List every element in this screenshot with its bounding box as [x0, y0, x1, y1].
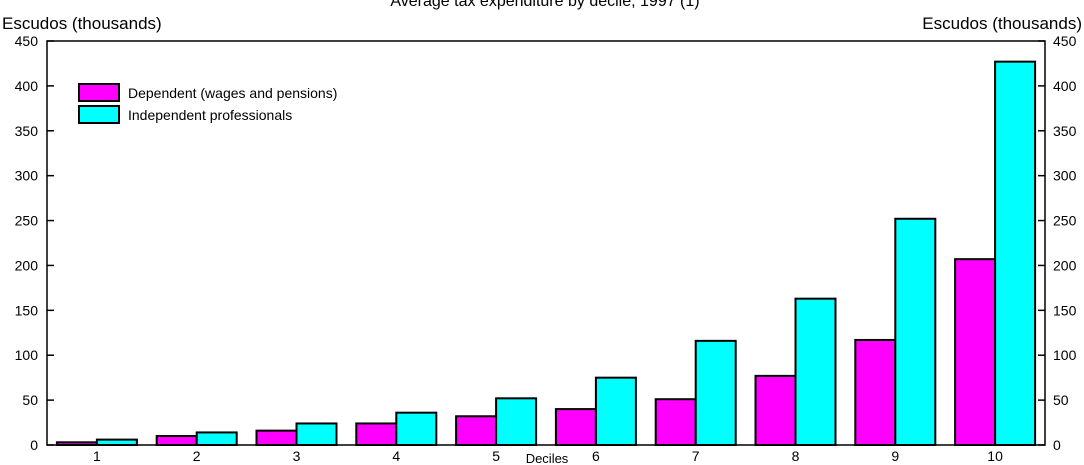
y-tick-label-right: 350 [1053, 123, 1077, 139]
x-axis-ticks: 1 2 3 4 5 6 7 8 9 10 [93, 448, 1003, 464]
bar-independent-decile-3 [295, 422, 338, 447]
bar-independent-decile-8 [794, 297, 837, 447]
bar-independent-decile-5 [495, 397, 538, 446]
y-tick-label-right: 250 [1053, 213, 1077, 229]
legend-swatch-dependent [78, 83, 120, 102]
bar-independent-decile-7 [694, 339, 737, 447]
y-tick-label-right: 300 [1053, 168, 1077, 184]
bar-independent-decile-9 [894, 217, 937, 446]
y-tick-label-right: 450 [1053, 33, 1077, 49]
y-tick-label-left: 150 [15, 302, 39, 318]
x-tick-label: 2 [193, 448, 201, 464]
y-axis-ticks: 0 0 50 50 100 100 150 150 200 200 250 250 300 300 350 3… [15, 33, 1077, 453]
x-tick-label: 6 [592, 448, 600, 464]
bar-independent-decile-2 [195, 431, 238, 447]
x-tick-label: 4 [392, 448, 400, 464]
y-tick-label-left: 50 [22, 392, 38, 408]
bar-dependent-decile-9 [854, 338, 897, 446]
y-tick-label-left: 350 [15, 123, 39, 139]
y-tick-label-left: 450 [15, 33, 39, 49]
y-tick-label-left: 200 [15, 257, 39, 273]
y-tick-label-right: 50 [1053, 392, 1069, 408]
x-axis-label: Deciles [526, 451, 569, 465]
bar-independent-decile-1 [95, 438, 138, 447]
bar-dependent-decile-7 [654, 398, 697, 447]
bar-dependent-decile-2 [155, 435, 198, 446]
x-tick-label: 1 [93, 448, 101, 464]
x-tick-label: 5 [492, 448, 500, 464]
bar-dependent-decile-4 [355, 422, 398, 447]
plot-frame [46, 40, 1046, 446]
bar-dependent-decile-10 [954, 258, 997, 446]
legend-swatch-independent [78, 105, 120, 124]
bar-dependent-decile-6 [554, 408, 597, 447]
bars-layer [55, 60, 1037, 447]
y-tick-label-left: 300 [15, 168, 39, 184]
x-tick-label: 10 [987, 448, 1003, 464]
x-tick-label: 8 [792, 448, 800, 464]
legend-label-independent: Independent professionals [128, 107, 292, 123]
bar-independent-decile-4 [395, 411, 438, 446]
x-tick-label: 3 [293, 448, 301, 464]
x-tick-label: 7 [692, 448, 700, 464]
y-tick-label-left: 100 [15, 347, 39, 363]
y-axis-right-label: Escudos (thousands) [922, 14, 1082, 33]
y-tick-label-left: 250 [15, 213, 39, 229]
legend: Dependent (wages and pensions) Independen… [78, 83, 337, 124]
bar-independent-decile-6 [594, 376, 637, 446]
bar-independent-decile-10 [994, 60, 1037, 446]
y-tick-label-right: 0 [1053, 437, 1061, 453]
legend-label-dependent: Dependent (wages and pensions) [128, 85, 337, 101]
y-tick-label-left: 0 [30, 437, 38, 453]
bar-dependent-decile-8 [754, 374, 797, 447]
chart-title: Average tax expenditure by decile, 1997 … [390, 0, 699, 10]
bar-dependent-decile-3 [255, 429, 298, 447]
y-tick-label-right: 200 [1053, 257, 1077, 273]
y-tick-label-right: 150 [1053, 302, 1077, 318]
y-tick-label-left: 400 [15, 78, 39, 94]
bar-dependent-decile-5 [455, 415, 498, 447]
y-axis-left-label: Escudos (thousands) [2, 14, 162, 33]
y-tick-label-right: 100 [1053, 347, 1077, 363]
y-tick-label-right: 400 [1053, 78, 1077, 94]
x-tick-label: 9 [891, 448, 899, 464]
